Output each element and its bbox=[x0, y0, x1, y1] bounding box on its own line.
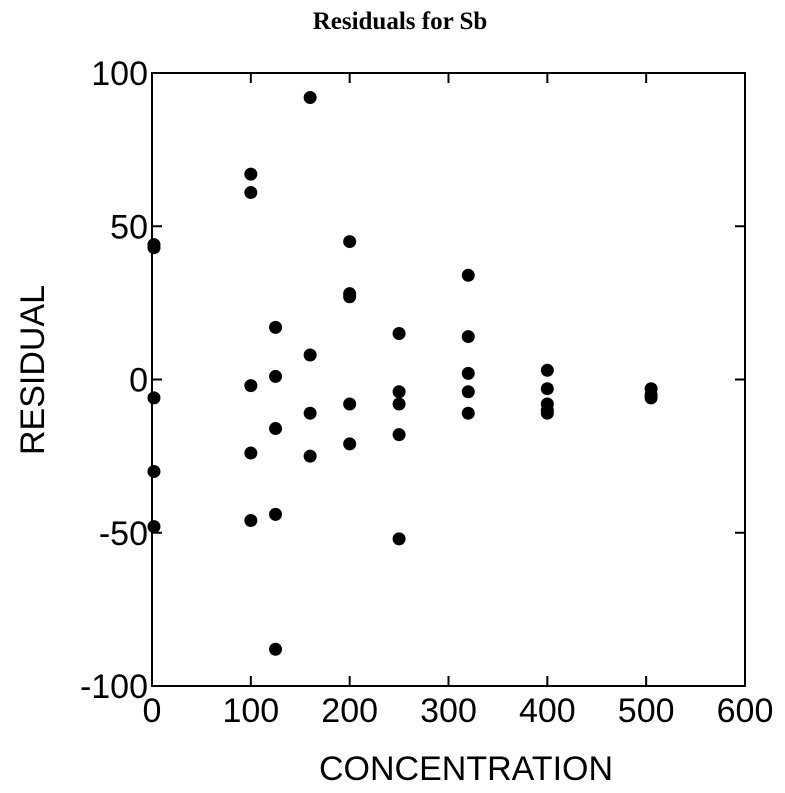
data-point bbox=[147, 391, 161, 405]
data-point bbox=[461, 385, 475, 399]
data-point bbox=[540, 382, 554, 396]
data-point bbox=[461, 330, 475, 344]
data-point bbox=[392, 397, 406, 411]
data-point bbox=[392, 327, 406, 341]
data-point bbox=[461, 268, 475, 282]
x-tick-label: 0 bbox=[143, 692, 162, 730]
data-point bbox=[392, 532, 406, 546]
data-point bbox=[303, 91, 317, 105]
data-point bbox=[303, 348, 317, 362]
data-point bbox=[244, 446, 258, 460]
data-point bbox=[392, 385, 406, 399]
x-axis-label: CONCENTRATION bbox=[319, 750, 613, 788]
y-tick-label: 50 bbox=[110, 208, 148, 246]
data-point bbox=[303, 406, 317, 420]
data-point bbox=[343, 437, 357, 451]
data-point bbox=[244, 167, 258, 181]
x-axis: 0 100 200 300 400 500 600 bbox=[143, 73, 774, 730]
y-tick-label: 100 bbox=[91, 55, 148, 93]
data-point bbox=[343, 397, 357, 411]
data-point bbox=[147, 241, 161, 255]
y-tick-label: 0 bbox=[129, 362, 148, 400]
data-point bbox=[244, 186, 258, 200]
data-point bbox=[269, 507, 283, 521]
data-point bbox=[343, 290, 357, 304]
x-tick-label: 400 bbox=[519, 692, 576, 730]
data-point bbox=[244, 379, 258, 393]
plot-frame bbox=[151, 72, 746, 687]
data-point bbox=[269, 422, 283, 436]
chart-title: Residuals for Sb bbox=[313, 8, 488, 35]
data-point bbox=[269, 320, 283, 334]
y-tick-label: -100 bbox=[80, 668, 148, 706]
data-point bbox=[244, 513, 258, 527]
data-point bbox=[343, 235, 357, 249]
data-points bbox=[147, 91, 658, 656]
data-point bbox=[540, 406, 554, 420]
x-tick-label: 600 bbox=[717, 692, 774, 730]
data-point bbox=[644, 391, 658, 405]
x-tick-label: 100 bbox=[222, 692, 279, 730]
y-axis: -100 -50 0 50 100 bbox=[80, 55, 745, 706]
data-point bbox=[269, 369, 283, 383]
y-axis-label: RESIDUAL bbox=[14, 285, 52, 455]
data-point bbox=[461, 406, 475, 420]
data-point bbox=[269, 642, 283, 656]
x-tick-label: 300 bbox=[420, 692, 477, 730]
data-point bbox=[392, 428, 406, 442]
x-tick-label: 200 bbox=[321, 692, 378, 730]
y-tick-label: -50 bbox=[99, 515, 148, 553]
x-tick-label: 500 bbox=[618, 692, 675, 730]
data-point bbox=[461, 366, 475, 380]
data-point bbox=[147, 464, 161, 478]
data-point bbox=[303, 449, 317, 463]
data-point bbox=[147, 520, 161, 534]
data-point bbox=[540, 363, 554, 377]
